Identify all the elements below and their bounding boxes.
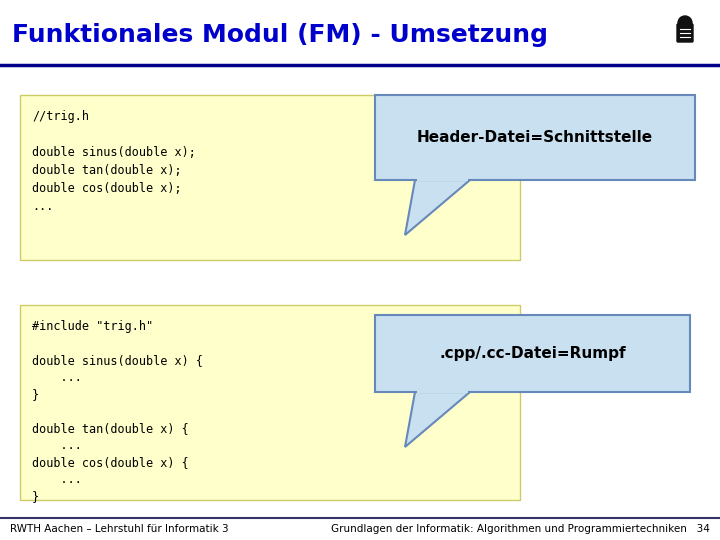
- Text: double sinus(double x);: double sinus(double x);: [32, 146, 196, 159]
- Text: double tan(double x) {: double tan(double x) {: [32, 422, 189, 435]
- Polygon shape: [417, 177, 468, 181]
- Polygon shape: [417, 389, 468, 393]
- Text: double cos(double x) {: double cos(double x) {: [32, 456, 189, 469]
- Text: double cos(double x);: double cos(double x);: [32, 182, 181, 195]
- Text: .cpp/.cc-Datei=Rumpf: .cpp/.cc-Datei=Rumpf: [439, 346, 626, 361]
- Text: ...: ...: [32, 473, 82, 486]
- Polygon shape: [405, 392, 470, 447]
- FancyBboxPatch shape: [20, 305, 520, 500]
- Text: Grundlagen der Informatik: Algorithmen und Programmiertechniken   34: Grundlagen der Informatik: Algorithmen u…: [331, 524, 710, 534]
- Polygon shape: [405, 180, 470, 235]
- Text: }: }: [32, 388, 39, 401]
- FancyBboxPatch shape: [375, 315, 690, 392]
- FancyBboxPatch shape: [20, 95, 520, 260]
- Text: RWTH Aachen – Lehrstuhl für Informatik 3: RWTH Aachen – Lehrstuhl für Informatik 3: [10, 524, 229, 534]
- Text: ...: ...: [32, 439, 82, 452]
- Text: double sinus(double x) {: double sinus(double x) {: [32, 354, 203, 367]
- FancyBboxPatch shape: [375, 95, 695, 180]
- Text: Funktionales Modul (FM) - Umsetzung: Funktionales Modul (FM) - Umsetzung: [12, 23, 548, 47]
- Text: #include "trig.h": #include "trig.h": [32, 320, 153, 333]
- FancyBboxPatch shape: [677, 24, 693, 42]
- Text: //trig.h: //trig.h: [32, 110, 89, 123]
- Text: ...: ...: [32, 371, 82, 384]
- Circle shape: [678, 16, 692, 30]
- Text: }: }: [32, 490, 39, 503]
- Text: ...: ...: [32, 200, 53, 213]
- Text: double tan(double x);: double tan(double x);: [32, 164, 181, 177]
- Text: Header-Datei=Schnittstelle: Header-Datei=Schnittstelle: [417, 130, 653, 145]
